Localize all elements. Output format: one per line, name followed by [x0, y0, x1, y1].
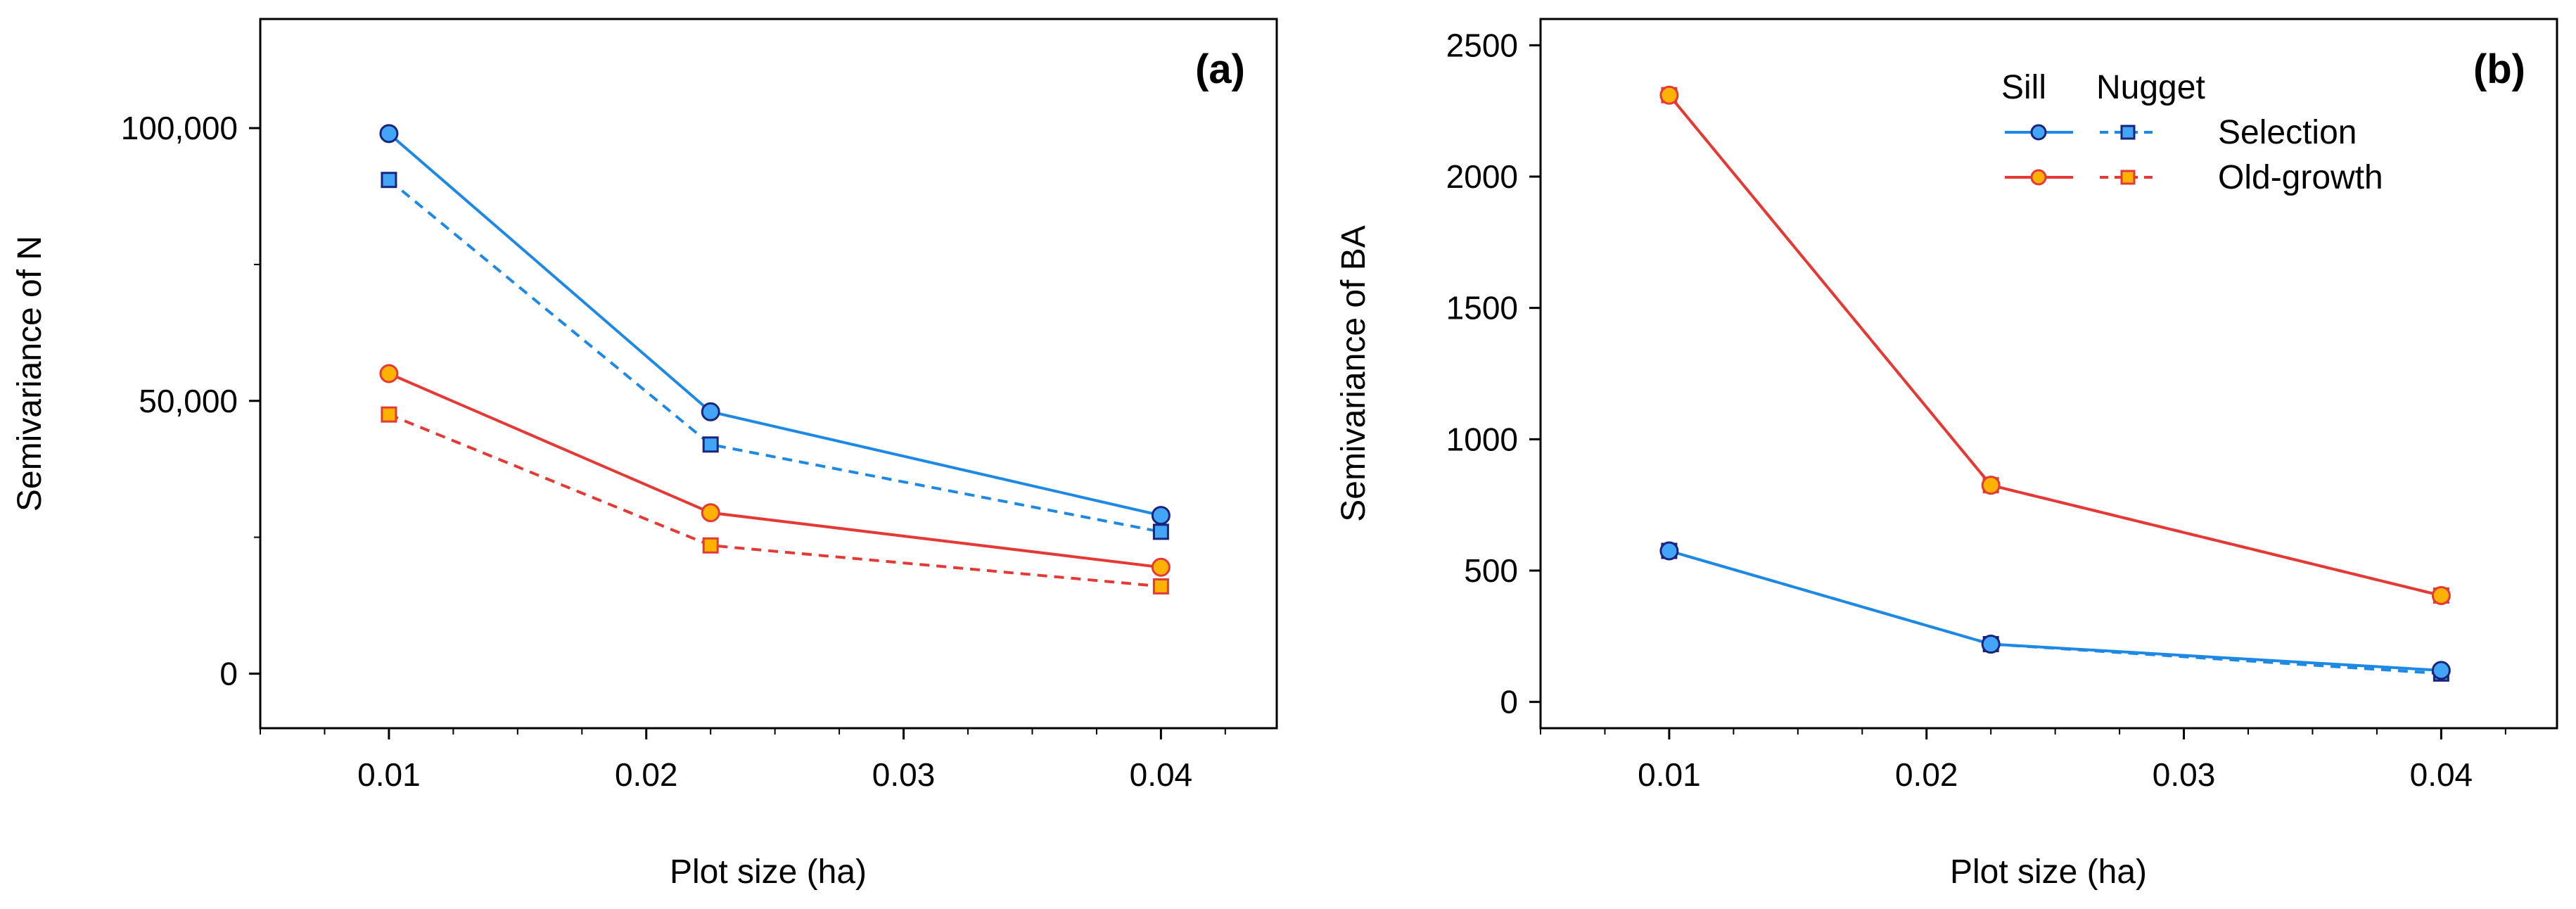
data-point-selection-sill	[1981, 635, 2001, 654]
panel-a: 0.01 0.02 0.03 0.04 0 50,000 100,000 (a) Plot …	[11, 18, 1278, 891]
x-tick-label: 0.04	[1130, 756, 1193, 793]
legend-oldgrowth-nugget-marker	[2120, 170, 2136, 185]
y-tick-label: 2000	[1446, 158, 1518, 195]
panel-a-label: (a)	[1195, 46, 1245, 92]
series-line-selection-sill	[1669, 549, 2442, 672]
legend-header-sill: Sill	[2001, 69, 2046, 106]
legend: Sill Nugget Selection Old-growth	[2001, 69, 2383, 196]
data-point-oldgrowth-sill	[379, 364, 399, 383]
data-point-selection-sill	[2431, 661, 2451, 680]
y-tick-label: 100,000	[121, 110, 238, 146]
legend-selection-sill-marker	[2030, 124, 2047, 141]
series-line-oldgrowth-sill	[388, 372, 1161, 569]
legend-entry-selection: Selection	[2218, 114, 2357, 151]
y-tick-label: 1500	[1446, 290, 1518, 326]
panel-a-markers	[379, 124, 1171, 595]
panel-b: 0.01 0.02 0.03 0.04 0 500 1000 1500 2000 2500 (b)…	[1335, 18, 2558, 891]
x-tick-label: 0.01	[1638, 756, 1701, 793]
data-point-oldgrowth-sill	[701, 503, 720, 523]
x-tick-label: 0.02	[1895, 756, 1958, 793]
legend-header-nugget: Nugget	[2096, 69, 2205, 106]
data-point-selection-sill	[701, 402, 720, 421]
legend-entry-oldgrowth: Old-growth	[2218, 159, 2383, 196]
panel-b-y-axis-label: Semivariance of BA	[1335, 225, 1372, 522]
legend-selection-nugget-marker	[2120, 125, 2136, 140]
panel-a-plot-frame	[259, 18, 1278, 730]
data-point-oldgrowth-sill	[1981, 476, 2001, 495]
data-point-oldgrowth-sill	[2431, 585, 2451, 605]
data-point-selection-sill	[1659, 541, 1679, 561]
series-line-oldgrowth-nugget	[388, 413, 1161, 588]
data-point-oldgrowth-sill	[1659, 85, 1679, 105]
panel-a-x-axis-label: Plot size (ha)	[670, 853, 867, 891]
data-point-selection-sill	[1151, 506, 1171, 526]
data-point-oldgrowth-nugget	[702, 537, 719, 554]
panel-b-plot-frame	[1539, 18, 2558, 730]
panel-a-ticks: 0.01 0.02 0.03 0.04 0 50,000 100,000	[121, 110, 1226, 793]
data-point-selection-nugget	[381, 172, 397, 189]
data-point-selection-nugget	[1152, 523, 1169, 540]
legend-oldgrowth-sill-marker	[2030, 169, 2047, 186]
data-point-oldgrowth-sill	[1151, 557, 1171, 577]
y-tick-label: 50,000	[139, 383, 238, 419]
data-point-selection-sill	[379, 124, 399, 144]
panel-b-x-axis-label: Plot size (ha)	[1950, 853, 2147, 891]
panel-b-label: (b)	[2473, 46, 2525, 92]
y-tick-label: 2500	[1446, 27, 1518, 63]
x-tick-label: 0.04	[2410, 756, 2473, 793]
x-tick-label: 0.03	[872, 756, 936, 793]
data-point-selection-nugget	[702, 436, 719, 453]
data-point-oldgrowth-nugget	[1152, 578, 1169, 595]
panel-a-y-axis-label: Semivariance of N	[11, 236, 49, 511]
y-tick-label: 0	[219, 655, 238, 692]
series-line-selection-nugget	[1669, 549, 2442, 675]
data-point-oldgrowth-nugget	[381, 406, 397, 423]
y-tick-label: 1000	[1446, 421, 1518, 457]
x-tick-label: 0.01	[357, 756, 421, 793]
panel-b-ticks: 0.01 0.02 0.03 0.04 0 500 1000 1500 2000 2500	[1446, 27, 2506, 793]
series-line-selection-nugget	[388, 179, 1161, 533]
y-tick-label: 0	[1500, 684, 1518, 720]
x-tick-label: 0.03	[2153, 756, 2216, 793]
y-tick-label: 500	[1464, 552, 1518, 589]
x-tick-label: 0.02	[615, 756, 678, 793]
panel-b-markers	[1659, 85, 2451, 682]
panel-a-series-lines	[388, 132, 1161, 588]
